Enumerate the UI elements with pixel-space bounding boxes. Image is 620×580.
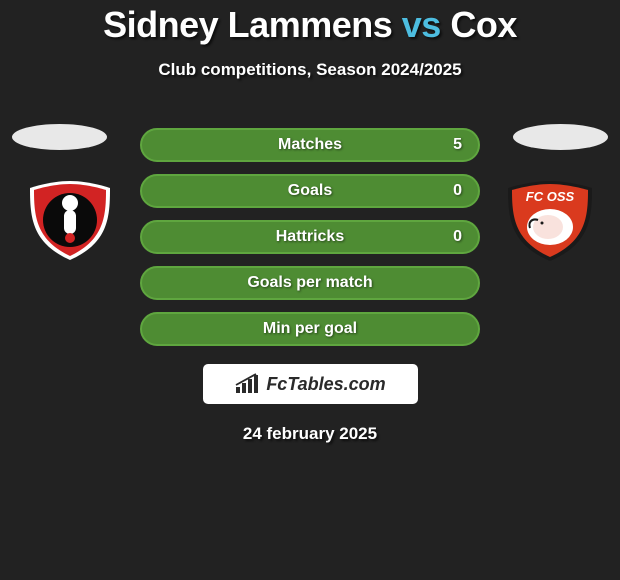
subtitle: Club competitions, Season 2024/2025 xyxy=(0,60,620,80)
player-marker-left xyxy=(12,124,107,150)
shield-icon: FC OSS xyxy=(500,178,600,263)
stat-label: Hattricks xyxy=(276,228,344,246)
stat-pill: Hattricks 0 xyxy=(140,220,480,254)
club-badge-left xyxy=(20,178,120,263)
stat-label: Matches xyxy=(278,136,342,154)
stat-value-right: 0 xyxy=(453,228,462,246)
date-label: 24 february 2025 xyxy=(0,424,620,444)
stat-pill: Goals 0 xyxy=(140,174,480,208)
title-player1: Sidney Lammens xyxy=(103,4,392,45)
title-vs: vs xyxy=(402,4,441,45)
brand-text: FcTables.com xyxy=(266,374,385,395)
stats-list: Matches 5 Goals 0 Hattricks 0 Goals per … xyxy=(140,128,480,346)
bar-chart-icon xyxy=(234,373,260,395)
stat-pill: Matches 5 xyxy=(140,128,480,162)
stat-pill: Min per goal xyxy=(140,312,480,346)
stat-label: Goals xyxy=(288,182,332,200)
stat-value-right: 5 xyxy=(453,136,462,154)
stat-pill: Goals per match xyxy=(140,266,480,300)
stat-label: Goals per match xyxy=(247,274,372,292)
shield-icon xyxy=(20,178,120,263)
title-player2: Cox xyxy=(450,4,517,45)
page-title: Sidney Lammens vs Cox xyxy=(0,0,620,46)
badge-right-label: FC OSS xyxy=(526,189,575,204)
stat-label: Min per goal xyxy=(263,320,357,338)
club-badge-right: FC OSS xyxy=(500,178,600,263)
brand-attribution: FcTables.com xyxy=(203,364,418,404)
stat-value-right: 0 xyxy=(453,182,462,200)
player-marker-right xyxy=(513,124,608,150)
